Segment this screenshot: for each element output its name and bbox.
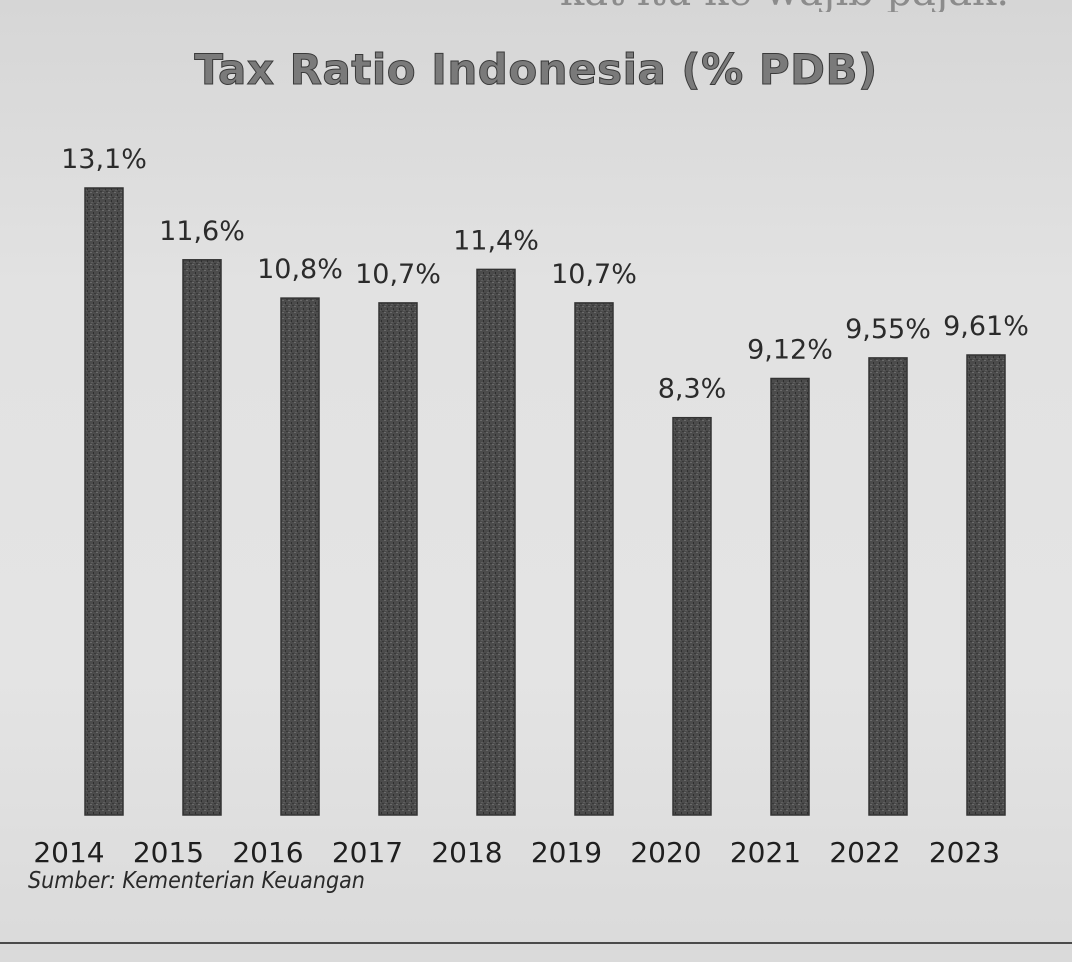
data-label-2019: 10,7% xyxy=(551,259,637,290)
bar-2016 xyxy=(280,297,320,816)
data-label-2014: 13,1% xyxy=(61,144,147,175)
bar-2015 xyxy=(182,259,222,816)
bar-2018 xyxy=(476,268,516,816)
data-label-2018: 11,4% xyxy=(453,225,539,256)
data-label-2015: 11,6% xyxy=(159,216,245,247)
x-tick-2016: 2016 xyxy=(232,836,303,869)
x-tick-2019: 2019 xyxy=(531,836,602,869)
data-labels-group: 13,1% 11,6% 10,8% 10,7% 11,4% 10,7% 8,3% 9,12% 9… xyxy=(61,144,1029,405)
x-axis-tick-labels: 2014 2015 2016 2017 2018 2019 2020 2021 2022 2023 xyxy=(33,836,1000,869)
data-label-2021: 9,12% xyxy=(747,335,833,366)
bar-2019 xyxy=(574,302,614,816)
bar-2022 xyxy=(868,357,908,816)
data-label-2017: 10,7% xyxy=(355,259,441,290)
x-tick-2014: 2014 xyxy=(33,836,104,869)
data-label-2020: 8,3% xyxy=(658,374,727,405)
source-note: Sumber: Kementerian Keuangan xyxy=(28,868,365,894)
x-tick-2020: 2020 xyxy=(630,836,701,869)
bar-2017 xyxy=(378,302,418,816)
divider-line xyxy=(0,942,1072,944)
x-tick-2023: 2023 xyxy=(929,836,1000,869)
data-label-2022: 9,55% xyxy=(845,314,931,345)
x-tick-2018: 2018 xyxy=(431,836,502,869)
x-tick-2021: 2021 xyxy=(730,836,801,869)
bar-2021 xyxy=(770,377,810,816)
partial-article-text: kat itu ke wajib pajak. xyxy=(560,0,1072,12)
bar-2014 xyxy=(84,187,124,816)
x-tick-2015: 2015 xyxy=(133,836,204,869)
x-tick-2017: 2017 xyxy=(332,836,403,869)
data-label-2016: 10,8% xyxy=(257,254,343,285)
x-tick-2022: 2022 xyxy=(829,836,900,869)
chart-title: Tax Ratio Indonesia (% PDB) xyxy=(194,45,878,95)
bar-2023 xyxy=(966,354,1006,816)
bar-2020 xyxy=(672,416,712,816)
bars-group xyxy=(84,187,1006,816)
data-label-2023: 9,61% xyxy=(943,311,1029,342)
